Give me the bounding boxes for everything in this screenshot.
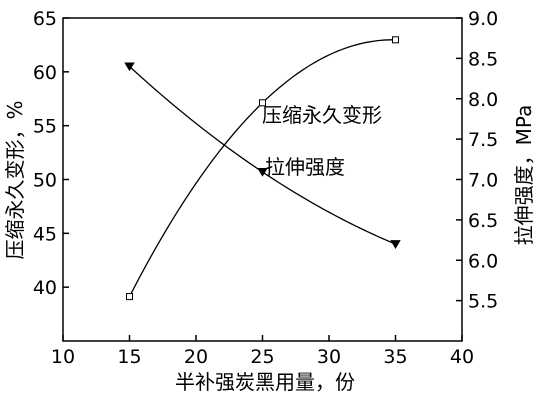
data-point-tensile-strength [126,293,133,301]
y-right-tick-label: 6.0 [468,250,498,272]
data-point-compression-set [124,62,135,72]
markers [124,36,401,301]
x-tick-label: 40 [450,346,474,368]
y-left-tick-label: 45 [33,223,57,245]
y-right-tick-label: 9.0 [468,8,498,30]
x-tick-label: 35 [383,346,407,368]
y-right-tick-label: 8.5 [468,48,498,70]
x-tick-label: 30 [317,346,341,368]
x-tick-label: 10 [51,346,75,368]
series-label-tensile-strength: 拉伸强度 [265,155,345,179]
y-right-tick-label: 7.5 [468,129,498,151]
series-label-compression-set: 压缩永久变形 [262,103,382,127]
y-left-tick-label: 55 [33,116,57,138]
y-axis-left-title: 压缩永久变形，% [3,100,27,259]
y-right-tick-label: 8.0 [468,89,498,111]
x-tick-label: 25 [250,346,274,368]
x-axis-title: 半补强炭黑用量，份 [175,370,355,394]
data-point-compression-set [390,240,401,249]
x-tick-label: 15 [117,346,141,368]
data-point-tensile-strength [259,99,266,107]
x-tick-label: 20 [184,346,208,368]
y-left-tick-label: 60 [33,62,57,84]
y-axis-right-title: 拉伸强度，MPa [512,105,536,246]
plot-frame [62,17,463,342]
data-point-tensile-strength [392,36,399,44]
y-right-tick-label: 5.5 [468,291,498,313]
series-line-compression-set [129,65,396,245]
ticks: 10 15 20 25 30 35 40 40 45 50 55 60 65 5.5 6.0 6.5 7.0 7.… [33,8,498,368]
data-point-compression-set [257,167,268,177]
y-right-tick-label: 6.5 [468,210,498,232]
y-left-tick-label: 40 [33,277,57,299]
y-left-tick-label: 50 [33,170,57,192]
y-left-tick-label: 65 [33,8,57,30]
y-right-tick-label: 7.0 [468,170,498,192]
